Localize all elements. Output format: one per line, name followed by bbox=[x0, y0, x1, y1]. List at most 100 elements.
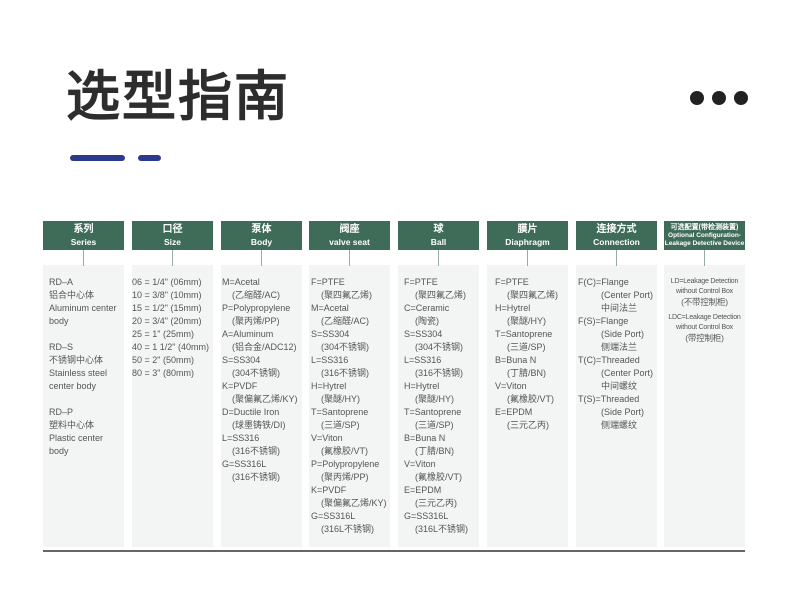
header-connector bbox=[527, 250, 528, 266]
header-title: 系列 bbox=[73, 224, 94, 235]
header-title: 阀座 bbox=[339, 224, 360, 235]
entry-text: (不带控制柜) bbox=[681, 297, 728, 307]
entry-text: S=SS304 bbox=[222, 355, 261, 365]
entry-text: body bbox=[49, 316, 69, 326]
entry-text: (聚偏氟乙烯/KY) bbox=[321, 498, 387, 508]
entry-text: (氟橡胶/VT) bbox=[415, 472, 462, 482]
entry-text: L=SS316 bbox=[222, 433, 260, 443]
entry-text: (Side Port) bbox=[601, 407, 645, 417]
entry-text: 20 = 3/4" (20mm) bbox=[132, 316, 202, 326]
entry-text: 侧端法兰 bbox=[601, 342, 638, 352]
entry-text: G=SS316L bbox=[222, 459, 267, 469]
entry-text: (氟橡胶/VT) bbox=[507, 394, 554, 404]
entry-text: (Side Port) bbox=[601, 329, 645, 339]
entry-text: (乙缩醛/AC) bbox=[321, 316, 369, 326]
entry-text: 中间螺纹 bbox=[601, 381, 638, 391]
header-subtitle: valve seat bbox=[329, 237, 370, 247]
column-header bbox=[664, 221, 745, 250]
entry-text: (三元乙丙) bbox=[507, 420, 549, 430]
entry-text: (聚丙烯/PP) bbox=[232, 316, 280, 326]
entry-text: without Control Box bbox=[676, 288, 733, 295]
entry-text: without Control Box bbox=[676, 324, 733, 331]
column-header bbox=[309, 221, 390, 250]
column-panel bbox=[43, 265, 124, 547]
entry-text: (三道/SP) bbox=[507, 342, 546, 352]
entry-text: G=SS316L bbox=[311, 511, 356, 521]
header-connector bbox=[438, 250, 439, 266]
header-subtitle: Series bbox=[70, 237, 97, 247]
entry-text: (球墨铸铁/DI) bbox=[232, 420, 286, 430]
entry-text: T=Santoprene bbox=[495, 329, 553, 339]
entry-text: (三道/SP) bbox=[321, 420, 360, 430]
entry-text: P=Polypropylene bbox=[311, 459, 380, 469]
header-title: 泵体 bbox=[251, 224, 272, 235]
entry-text: (氟橡胶/VT) bbox=[321, 446, 368, 456]
entry-text: (316不锈钢) bbox=[232, 446, 281, 456]
entry-text: H=Hytrel bbox=[311, 381, 347, 391]
entry-text: LDC=Leakage Detection bbox=[668, 314, 741, 321]
header-connector bbox=[83, 250, 84, 266]
entry-text: V=Viton bbox=[311, 433, 343, 443]
entry-text: F(C)=Flange bbox=[578, 277, 629, 287]
entry-text: K=PVDF bbox=[311, 485, 347, 495]
entry-text: T=Santoprene bbox=[404, 407, 462, 417]
entry-text: 15 = 1/2" (15mm) bbox=[132, 303, 202, 313]
column-panel bbox=[576, 265, 657, 547]
entry-text: H=Hytrel bbox=[404, 381, 440, 391]
entry-text: (Center Port) bbox=[601, 368, 654, 378]
dot bbox=[690, 91, 704, 105]
entry-text: (聚偏氟乙烯/KY) bbox=[232, 394, 298, 404]
entry-text: S=SS304 bbox=[404, 329, 443, 339]
entry-text: M=Acetal bbox=[311, 303, 349, 313]
column-header bbox=[43, 221, 124, 250]
header-connector bbox=[616, 250, 617, 266]
header-subtitle: Diaphragm bbox=[505, 237, 550, 247]
entry-text: (聚醚/HY) bbox=[321, 394, 360, 404]
header-connector bbox=[349, 250, 350, 266]
entry-text: T(C)=Threaded bbox=[578, 355, 640, 365]
entry-text: (三道/SP) bbox=[415, 420, 454, 430]
page-title: 选型指南 bbox=[66, 67, 290, 127]
entry-text: 80 = 3" (80mm) bbox=[132, 368, 194, 378]
entry-text: 侧端螺纹 bbox=[601, 420, 638, 430]
entry-text: (316L不锈钢) bbox=[321, 524, 375, 534]
entry-text: Stainless steel bbox=[49, 368, 108, 378]
entry-text: (聚四氟乙烯) bbox=[507, 290, 558, 300]
entry-text: (316不锈钢) bbox=[321, 368, 370, 378]
column-panel bbox=[309, 265, 390, 547]
entry-text: K=PVDF bbox=[222, 381, 258, 391]
entry-text: (带控制柜) bbox=[685, 333, 724, 343]
header-title: 连接方式 bbox=[596, 224, 637, 235]
column-header bbox=[221, 221, 302, 250]
entry-text: D=Ductile Iron bbox=[222, 407, 280, 417]
entry-text: (聚醚/HY) bbox=[415, 394, 454, 404]
entry-text: center body bbox=[49, 381, 97, 391]
entry-text: 塑料中心体 bbox=[49, 420, 95, 430]
entry-text: F=PTFE bbox=[404, 277, 438, 287]
header-title: 口径 bbox=[162, 224, 183, 235]
entry-text: T(S)=Threaded bbox=[578, 394, 640, 404]
column-panel bbox=[664, 265, 745, 547]
entry-text: 10 = 3/8" (10mm) bbox=[132, 290, 202, 300]
bottom-rule bbox=[43, 550, 745, 552]
entry-text: (304不锈钢) bbox=[321, 342, 370, 352]
entry-text: body bbox=[49, 446, 69, 456]
entry-text: E=EPDM bbox=[404, 485, 442, 495]
entry-text: B=Buna N bbox=[495, 355, 537, 365]
header-connector bbox=[261, 250, 262, 266]
header-title: 可选配置(带检测装置) bbox=[670, 224, 739, 231]
entry-text: (聚丙烯/PP) bbox=[321, 472, 369, 482]
entry-text: RD–P bbox=[49, 407, 74, 417]
entry-text: Plastic center bbox=[49, 433, 104, 443]
entry-text: (Center Port) bbox=[601, 290, 654, 300]
entry-text: 50 = 2" (50mm) bbox=[132, 355, 194, 365]
header-subtitle: Body bbox=[250, 237, 273, 247]
entry-text: (聚四氟乙烯) bbox=[321, 290, 372, 300]
header-connector bbox=[704, 250, 705, 266]
entry-text: M=Acetal bbox=[222, 277, 260, 287]
entry-text: 不锈钢中心体 bbox=[49, 355, 104, 365]
header-subtitle: Connection bbox=[593, 237, 640, 247]
entry-text: (聚醚/HY) bbox=[507, 316, 546, 326]
entry-text: H=Hytrel bbox=[495, 303, 531, 313]
